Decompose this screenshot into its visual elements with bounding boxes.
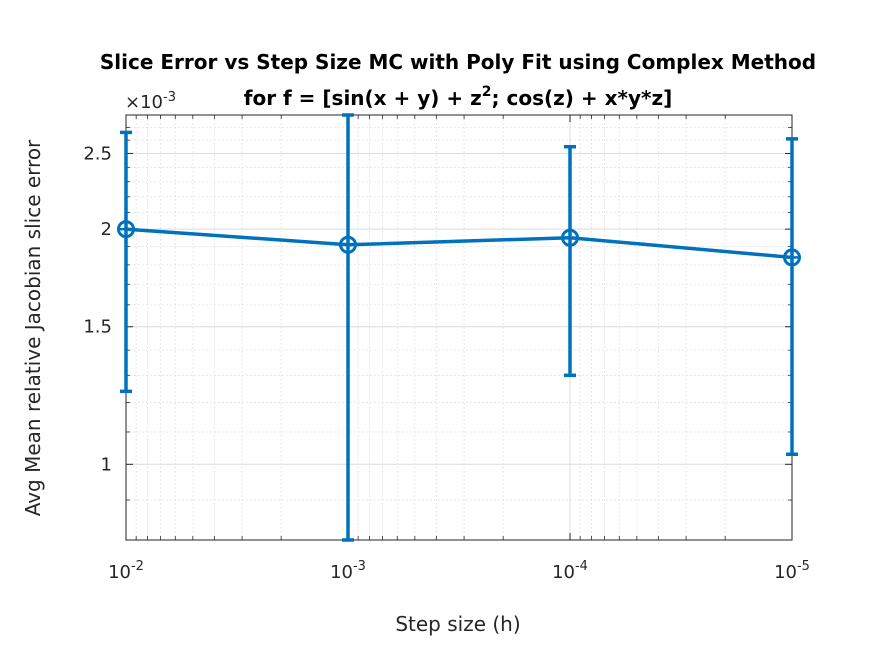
series-line (125, 227, 793, 260)
x-tick-label: 10-5 (774, 559, 810, 583)
x-tick-label: 10-4 (552, 559, 588, 583)
x-tick-exp: -5 (797, 559, 810, 574)
y-axis-label: Avg Mean relative Jacobian slice error (21, 139, 45, 516)
x-tick-base: 10 (330, 562, 353, 583)
x-tick-base: 10 (108, 562, 131, 583)
chart-title-line2: for f = [sin(x + y) + z2; cos(z) + x*y*z… (244, 84, 672, 110)
x-axis-label: Step size (h) (395, 612, 520, 636)
title-part-b: ; cos(z) + x*y*z] (492, 86, 673, 110)
axis-ticks: 10-2 10-3 10-4 10-511.522.5 (83, 114, 810, 583)
series-layer (117, 113, 801, 542)
x-tick-base: 10 (774, 562, 797, 583)
x-tick-exp: -2 (131, 559, 144, 574)
y-multiplier-base: ×10 (125, 92, 163, 113)
x-tick-base: 10 (552, 562, 575, 583)
y-multiplier-exp: -3 (163, 90, 176, 105)
x-tick-exp: -4 (575, 559, 588, 574)
y-tick-label: 2.5 (83, 143, 112, 164)
plot-area-frame (125, 114, 793, 541)
title-superscript: 2 (482, 84, 492, 100)
x-tick-label: 10-3 (330, 559, 366, 583)
x-tick-exp: -3 (353, 559, 366, 574)
x-tick-label: 10-2 (108, 559, 144, 583)
y-tick-label: 2 (101, 219, 112, 240)
title-part-a: for f = [sin(x + y) + z (244, 86, 482, 110)
grid-lines (125, 114, 793, 541)
chart-title-line1: Slice Error vs Step Size MC with Poly Fi… (100, 50, 816, 74)
y-tick-label: 1.5 (83, 317, 112, 338)
y-axis-multiplier: ×10-3 (125, 90, 176, 113)
y-tick-label: 1 (101, 454, 112, 475)
